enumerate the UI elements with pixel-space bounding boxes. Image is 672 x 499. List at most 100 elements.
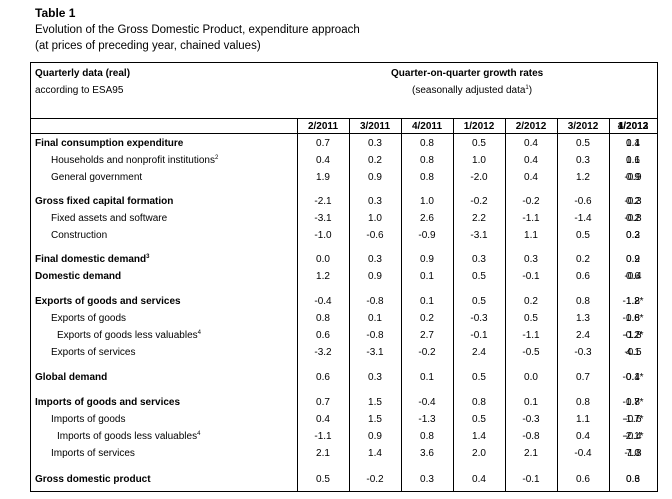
column-header: 4/2011 [411,121,443,132]
column-header: 1/2013 [617,121,649,132]
table-cell: 0.9 [368,271,382,282]
table-cell: 0.5 [316,474,330,485]
table-cell: 0.5 [472,296,486,307]
table-cell: 0.6 [626,474,640,485]
table-cell: -0.9 [418,230,436,241]
table-cell: 0.3 [368,138,382,149]
table-cell: 1.5 [368,414,382,425]
header-rule [31,133,657,134]
column-divider [401,118,402,491]
table-cell: -1.1 [522,330,540,341]
table-subtitle-note: (at prices of preceding year, chained va… [35,40,261,52]
table-cell: -0.1 [522,474,540,485]
table-cell: -1.7* [622,397,644,408]
table-cell: -2.1* [622,431,644,442]
row-label: Fixed assets and software [51,213,168,224]
table-subtitle: Evolution of the Gross Domestic Product,… [35,24,360,36]
column-header: 3/2011 [359,121,391,132]
column-divider [505,118,506,491]
table-cell: 2.1 [316,448,330,459]
table-cell: -0.1 [522,271,540,282]
table-cell: 0.0 [316,254,330,265]
column-header: 2/2012 [515,121,547,132]
footnote-ref: 3 [146,254,150,260]
table-cell: 0.3 [472,254,486,265]
table-cell: 0.3 [368,196,382,207]
table-cell: 0.3 [368,254,382,265]
table-cell: 0.0 [524,372,538,383]
table-cell: 3.6 [420,448,434,459]
table-cell: -1.2* [622,296,644,307]
table-cell: 0.2 [626,230,640,241]
row-label: Construction [51,230,108,241]
row-label: Exports of goods [51,313,127,324]
table-cell: 1.4 [472,431,486,442]
table-cell: -3.1 [314,213,332,224]
table-cell: 0.4 [524,155,538,166]
table-cell: 0.3 [368,372,382,383]
table-cell: 0.6 [316,372,330,383]
table-cell: 1.1 [524,230,538,241]
table-cell: 1.8 [626,296,640,307]
table-cell: 0.2 [524,296,538,307]
table-cell: 1.4 [368,448,382,459]
table-cell: -1.6* [622,313,644,324]
table-cell: 0.1 [368,313,382,324]
table-cell: 0.8 [472,397,486,408]
table-cell: 1.2 [576,172,590,183]
table-cell: -0.2 [470,196,488,207]
table-cell: 0.8 [576,397,590,408]
row-label: Final consumption expenditure [35,138,184,149]
table-cell: -1.4 [574,213,592,224]
table-cell: 0.2 [626,213,640,224]
table-cell: 1.1 [626,138,640,149]
table-cell: -3.1 [470,230,488,241]
column-divider [297,118,298,491]
table-cell: 0.5 [472,138,486,149]
footnote-ref: 1 [525,85,529,91]
table-cell: 0.4 [626,138,640,149]
table-cell: 0.6 [316,330,330,341]
table-cell: 2.2 [472,213,486,224]
row-label: Final domestic demand3 [35,254,150,265]
footnote-ref: 4 [197,330,201,336]
table-cell: 0.2 [368,155,382,166]
table-cell: -0.4 [574,448,592,459]
table-cell: 1.2 [316,271,330,282]
table-cell: -0.4 [624,271,642,282]
header-growth-rates: Quarter-on-quarter growth rates [391,68,544,79]
table-cell: -1.1 [522,213,540,224]
table-cell: 0.1 [420,271,434,282]
table-cell: -1.0 [314,230,332,241]
table-cell: -0.9 [624,172,642,183]
table-cell: 0.4 [472,474,486,485]
table-cell: 0.9 [420,254,434,265]
table-cell: -0.6 [574,196,592,207]
row-label: Global demand [35,372,108,383]
table-cell: 1.5 [368,397,382,408]
table-cell: 0.3 [420,474,434,485]
table-cell: -0.2* [622,330,644,341]
table-cell: -0.6 [624,414,642,425]
table-cell: -0.1* [622,372,644,383]
table-cell: 0.8 [420,431,434,442]
table-cell: 0.1 [420,296,434,307]
table-cell: 0.8 [316,313,330,324]
gdp-table: Quarterly data (real) according to ESA95… [30,62,658,492]
table-cell: -1.7* [622,414,644,425]
table-cell: -0.8 [366,296,384,307]
table-cell: -1.8 [624,330,642,341]
table-cell: 0.5 [576,138,590,149]
table-cell: 1.9 [316,172,330,183]
table-cell: 0.5 [472,372,486,383]
table-cell: 7.0 [626,448,640,459]
column-divider [609,118,610,491]
table-cell: -1.3 [418,414,436,425]
table-cell: 2.4 [472,347,486,358]
table-cell: -0.4 [314,296,332,307]
column-header: 1/2012 [463,121,495,132]
table-cell: -0.2 [418,347,436,358]
table-cell: 0.2 [576,254,590,265]
table-cell: 0.8 [420,138,434,149]
column-divider [557,118,558,491]
